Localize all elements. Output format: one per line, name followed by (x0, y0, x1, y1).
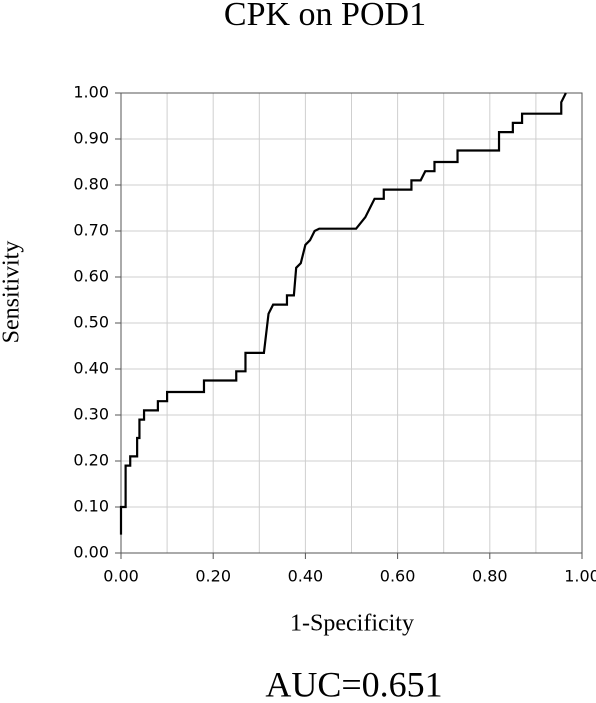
y-tick-label: 0.70 (73, 221, 109, 240)
chart-title: CPK on POD1 (224, 0, 426, 33)
auc-annotation: AUC=0.651 (265, 664, 442, 703)
x-tick-label: 1.00 (564, 567, 596, 586)
y-tick-label: 0.00 (73, 543, 109, 562)
x-tick-label: 0.60 (380, 567, 416, 586)
roc-curve (119, 92, 567, 535)
y-tick-label: 0.90 (73, 129, 109, 148)
y-tick-label: 1.00 (73, 83, 109, 102)
y-tick-label: 0.40 (73, 359, 109, 378)
y-tick-label: 0.50 (73, 313, 109, 332)
x-axis-label: 1-Specificity (290, 611, 414, 637)
x-tick-label: 0.20 (195, 567, 231, 586)
y-tick-label: 0.10 (73, 497, 109, 516)
y-axis-label: Sensitivity (0, 241, 25, 344)
y-tick-label: 0.20 (73, 451, 109, 470)
y-tick-label: 0.80 (73, 175, 109, 194)
x-tick-label: 0.00 (103, 567, 139, 586)
plot-frame (120, 92, 583, 554)
x-tick-label: 0.40 (288, 567, 324, 586)
x-tick-label: 0.80 (472, 567, 508, 586)
y-tick-label: 0.30 (73, 405, 109, 424)
y-tick-label: 0.60 (73, 267, 109, 286)
